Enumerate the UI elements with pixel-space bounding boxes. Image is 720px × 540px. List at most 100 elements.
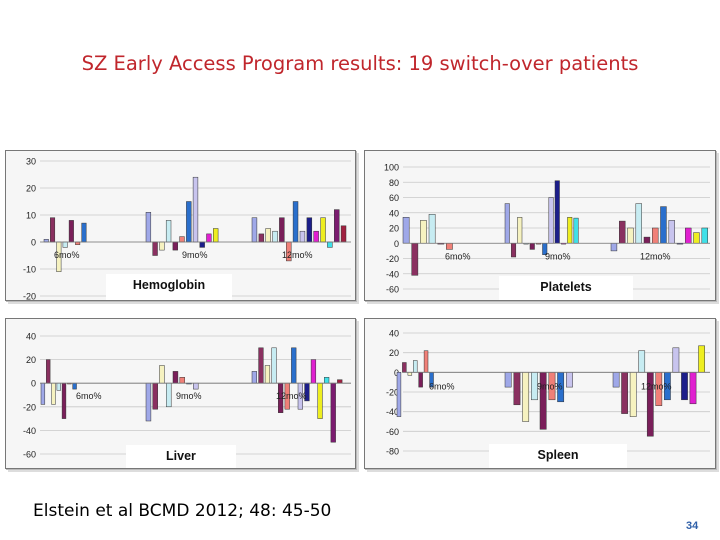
bar-12mopct-10 bbox=[685, 227, 692, 244]
bar-6mopct-1 bbox=[396, 372, 402, 417]
y-tick-label: -60 bbox=[23, 450, 36, 460]
bar-6mopct-6 bbox=[446, 243, 453, 250]
bar-12mopct-12 bbox=[327, 241, 333, 248]
bar-6mopct-5 bbox=[68, 220, 74, 243]
bar-9mopct-9 bbox=[199, 241, 205, 248]
bar-6mopct-6 bbox=[423, 350, 429, 373]
bar-9mopct-1 bbox=[504, 372, 512, 388]
y-tick-label: 20 bbox=[26, 355, 36, 365]
y-tick-label: 40 bbox=[389, 208, 399, 218]
y-tick-label: 40 bbox=[26, 332, 36, 342]
bar-6mopct-3 bbox=[407, 372, 413, 376]
bar-12mopct-8 bbox=[672, 347, 680, 373]
bar-9mopct-6 bbox=[179, 236, 185, 243]
chart-title: Liver bbox=[166, 449, 196, 463]
category-label: 9mo% bbox=[537, 381, 563, 391]
y-tick-label: -20 bbox=[23, 402, 36, 412]
category-label: 6mo% bbox=[429, 381, 455, 391]
category-label: 9mo% bbox=[545, 251, 571, 261]
bar-12mopct-8 bbox=[668, 220, 675, 244]
bar-12mopct-12 bbox=[324, 377, 330, 384]
bar-12mopct-3 bbox=[265, 228, 271, 243]
bar-9mopct-2 bbox=[511, 243, 517, 258]
y-tick-label: 40 bbox=[389, 329, 399, 339]
liver-chart-panel: 40 20 0 -20 -40 -60 6mo% 9mo% 12mo% Liver bbox=[5, 318, 356, 469]
y-tick-label: -80 bbox=[386, 447, 399, 457]
bar-12mopct-11 bbox=[317, 382, 323, 419]
bar-9mopct-12 bbox=[573, 217, 579, 244]
bar-12mopct-1 bbox=[251, 217, 258, 243]
y-tick-label: 0 bbox=[31, 238, 36, 248]
y-tick-label: 80 bbox=[389, 178, 399, 188]
bar-9mopct-5 bbox=[172, 241, 178, 251]
category-label: 12mo% bbox=[276, 391, 307, 401]
bar-6mopct-2 bbox=[50, 217, 56, 243]
y-tick-label: 20 bbox=[389, 224, 399, 234]
bar-12mopct-4 bbox=[638, 350, 646, 373]
y-tick-label: 20 bbox=[26, 184, 36, 194]
bar-12mopct-11 bbox=[320, 217, 326, 243]
bar-9mopct-8 bbox=[192, 176, 199, 243]
bar-9mopct-1 bbox=[145, 212, 152, 243]
y-tick-label: -20 bbox=[386, 254, 399, 264]
category-label: 6mo% bbox=[445, 251, 471, 261]
bar-6mopct-1 bbox=[40, 382, 46, 405]
y-tick-label: 0 bbox=[31, 379, 36, 389]
chart-title: Platelets bbox=[540, 280, 591, 294]
bar-6mopct-7 bbox=[81, 222, 87, 243]
bar-12mopct-14 bbox=[340, 225, 347, 243]
bar-6mopct-2 bbox=[411, 243, 419, 276]
y-tick-label: 0 bbox=[394, 239, 399, 249]
spleen-chart: 40 20 0 -20 -40 -60 -80 6mo% 9mo% 12mo% Spleen bbox=[386, 329, 710, 468]
bar-9mopct-11 bbox=[213, 228, 219, 243]
y-tick-label: -40 bbox=[386, 269, 399, 279]
bar-9mopct-1 bbox=[145, 382, 152, 422]
y-tick-label: -10 bbox=[23, 265, 36, 275]
bar-6mopct-5 bbox=[418, 372, 423, 388]
y-tick-label: -60 bbox=[386, 427, 399, 437]
bar-6mopct-4 bbox=[413, 360, 418, 373]
bar-12mopct-11 bbox=[698, 345, 705, 373]
chart-title-box bbox=[489, 444, 627, 468]
bar-6mopct-4 bbox=[62, 241, 68, 248]
bar-9mopct-3 bbox=[159, 241, 165, 251]
bar-12mopct-10 bbox=[310, 359, 317, 384]
y-tick-label: 30 bbox=[26, 157, 36, 167]
bar-12mopct-1 bbox=[612, 372, 620, 388]
y-tick-label: 20 bbox=[389, 348, 399, 358]
y-tick-label: -20 bbox=[23, 292, 36, 301]
bar-12mopct-4 bbox=[635, 203, 642, 244]
bar-6mopct-3 bbox=[420, 220, 427, 244]
hemoglobin-chart-panel: 30 20 10 0 -10 -20 6mo% 9mo% 12mo% Hemoglobin bbox=[5, 150, 356, 301]
bar-12mopct-5 bbox=[279, 217, 285, 243]
bar-12mopct-7 bbox=[660, 206, 667, 244]
slide-title: SZ Early Access Program results: 19 swit… bbox=[81, 52, 639, 75]
bar-9mopct-10 bbox=[206, 233, 212, 243]
category-label: 12mo% bbox=[282, 250, 313, 260]
bar-12mopct-3 bbox=[627, 227, 634, 244]
bar-12mopct-3 bbox=[629, 372, 637, 417]
bar-12mopct-2 bbox=[258, 347, 264, 384]
bar-9mopct-2 bbox=[152, 241, 158, 256]
bar-12mopct-2 bbox=[619, 220, 626, 244]
category-label: 12mo% bbox=[641, 381, 672, 391]
bar-12mopct-1 bbox=[251, 371, 257, 384]
y-tick-label: -40 bbox=[23, 426, 36, 436]
bar-9mopct-3 bbox=[517, 217, 523, 244]
bar-12mopct-10 bbox=[313, 230, 319, 243]
bar-9mopct-9 bbox=[554, 180, 560, 244]
bar-6mopct-2 bbox=[46, 359, 51, 384]
category-label: 9mo% bbox=[176, 391, 202, 401]
y-tick-label: -20 bbox=[386, 388, 399, 398]
chart-title-box bbox=[126, 445, 236, 468]
category-label: 6mo% bbox=[76, 391, 102, 401]
bar-6mopct-2 bbox=[402, 362, 407, 373]
bar-9mopct-8 bbox=[566, 372, 573, 388]
bar-12mopct-11 bbox=[693, 232, 700, 244]
category-label: 9mo% bbox=[182, 250, 208, 260]
bar-12mopct-7 bbox=[291, 347, 297, 384]
bar-9mopct-3 bbox=[522, 372, 530, 422]
bar-9mopct-5 bbox=[529, 243, 535, 250]
bar-9mopct-4 bbox=[165, 220, 172, 243]
bar-12mopct-9 bbox=[306, 217, 313, 243]
